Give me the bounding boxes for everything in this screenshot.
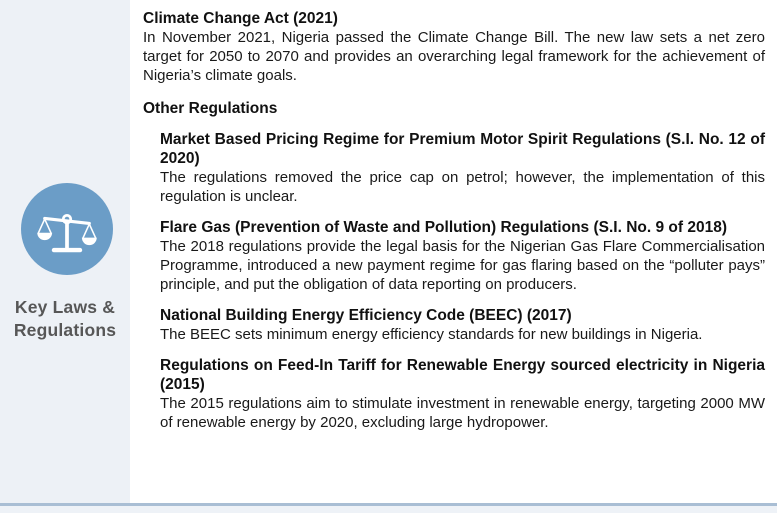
scales-of-justice-icon — [21, 183, 113, 275]
regulation-heading: National Building Energy Efficiency Code… — [160, 307, 572, 324]
content-area: Climate Change Act (2021) In November 20… — [130, 0, 777, 503]
sidebar: Key Laws & Regulations — [0, 0, 130, 503]
sidebar-label: Key Laws & Regulations — [0, 296, 130, 342]
regulation-body: The BEEC sets minimum energy efficiency … — [160, 326, 703, 343]
section-body-climate-change-act: In November 2021, Nigeria passed the Cli… — [143, 29, 765, 84]
regulation-body: The regulations removed the price cap on… — [160, 169, 765, 205]
sidebar-label-line2: Regulations — [13, 320, 117, 340]
regulation-item: Flare Gas (Prevention of Waste and Pollu… — [160, 218, 765, 294]
section-heading-climate-change-act: Climate Change Act (2021) — [143, 10, 338, 27]
section-heading-other-regulations: Other Regulations — [143, 100, 278, 117]
bottom-strip — [0, 506, 777, 513]
sidebar-label-line1: Key Laws & — [14, 297, 116, 317]
bottom-accent-line — [0, 503, 777, 506]
regulation-item: Market Based Pricing Regime for Premium … — [160, 130, 765, 206]
regulation-item: National Building Energy Efficiency Code… — [160, 306, 765, 344]
regulation-body: The 2015 regulations aim to stimulate in… — [160, 395, 765, 431]
regulation-heading: Regulations on Feed-In Tariff for Renewa… — [160, 357, 765, 393]
regulation-body: The 2018 regulations provide the legal b… — [160, 238, 765, 293]
regulation-item: Regulations on Feed-In Tariff for Renewa… — [160, 356, 765, 432]
regulation-heading: Market Based Pricing Regime for Premium … — [160, 131, 765, 167]
regulation-heading: Flare Gas (Prevention of Waste and Pollu… — [160, 219, 727, 236]
